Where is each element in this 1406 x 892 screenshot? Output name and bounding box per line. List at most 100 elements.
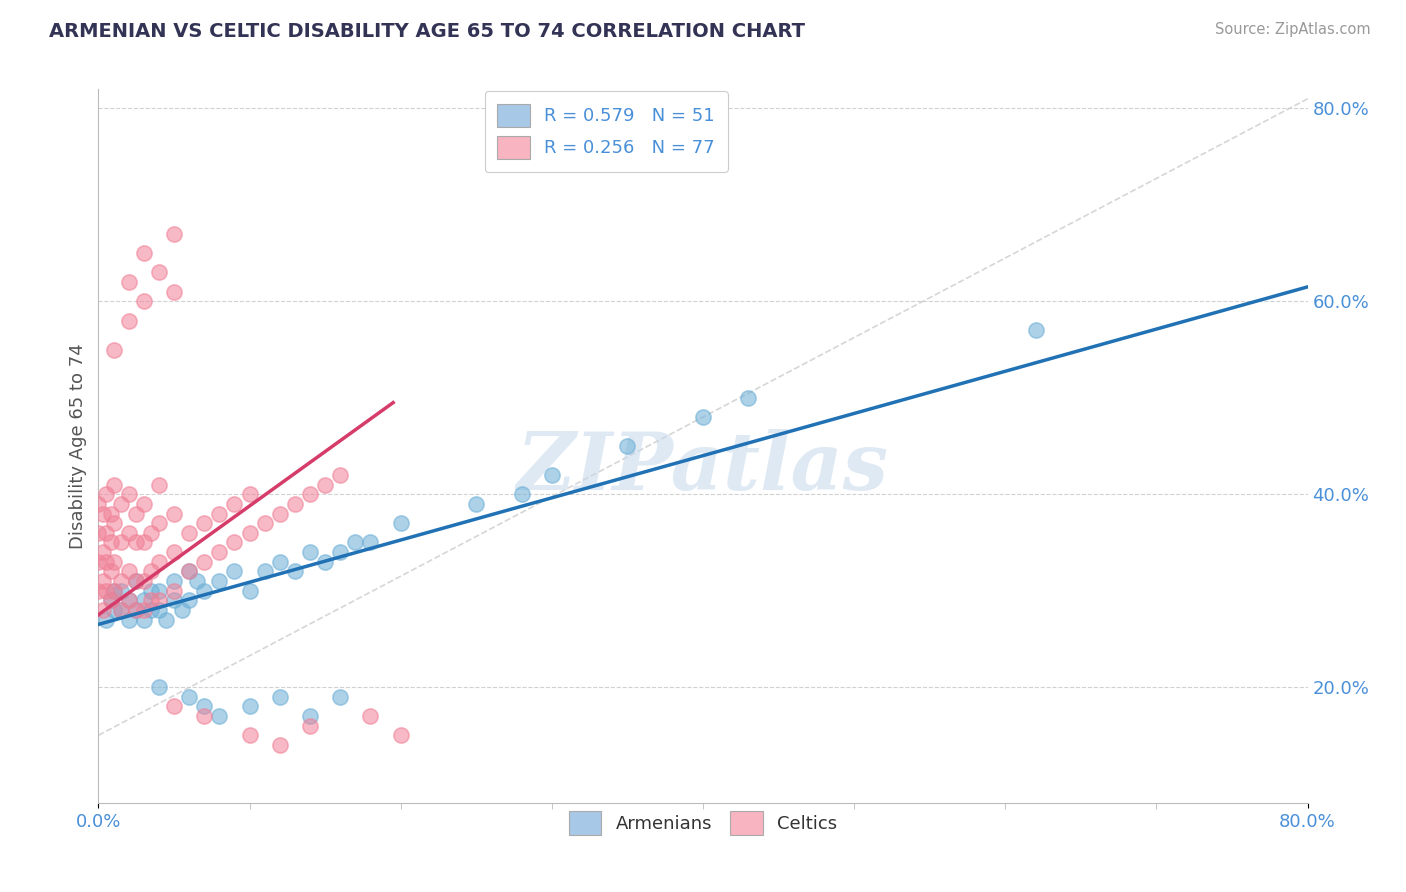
- Point: [179, 565, 201, 579]
- Point: [193, 709, 215, 723]
- Text: ARMENIAN VS CELTIC DISABILITY AGE 65 TO 74 CORRELATION CHART: ARMENIAN VS CELTIC DISABILITY AGE 65 TO …: [49, 22, 806, 41]
- Point: [692, 410, 714, 425]
- Point: [253, 516, 276, 530]
- Point: [125, 507, 148, 521]
- Point: [224, 497, 246, 511]
- Point: [179, 690, 201, 704]
- Point: [94, 525, 117, 540]
- Point: [125, 603, 148, 617]
- Point: [314, 477, 336, 491]
- Point: [179, 593, 201, 607]
- Point: [125, 574, 148, 588]
- Point: [132, 574, 155, 588]
- Point: [103, 516, 125, 530]
- Y-axis label: Disability Age 65 to 74: Disability Age 65 to 74: [69, 343, 87, 549]
- Point: [103, 583, 125, 598]
- Point: [118, 593, 141, 607]
- Point: [299, 545, 322, 559]
- Point: [148, 603, 170, 617]
- Point: [103, 343, 125, 357]
- Point: [155, 613, 177, 627]
- Point: [110, 603, 132, 617]
- Point: [110, 603, 132, 617]
- Point: [737, 391, 759, 405]
- Legend: Armenians, Celtics: Armenians, Celtics: [560, 803, 846, 844]
- Point: [110, 583, 132, 598]
- Point: [110, 535, 132, 549]
- Point: [132, 535, 155, 549]
- Point: [163, 583, 186, 598]
- Point: [193, 699, 215, 714]
- Point: [360, 535, 382, 549]
- Point: [100, 593, 122, 607]
- Point: [118, 313, 141, 327]
- Point: [118, 275, 141, 289]
- Point: [269, 507, 291, 521]
- Point: [118, 593, 141, 607]
- Point: [269, 690, 291, 704]
- Point: [148, 477, 170, 491]
- Point: [163, 227, 186, 241]
- Point: [360, 709, 382, 723]
- Point: [125, 535, 148, 549]
- Point: [103, 477, 125, 491]
- Point: [193, 583, 215, 598]
- Point: [87, 525, 110, 540]
- Point: [239, 487, 262, 501]
- Point: [148, 680, 170, 694]
- Point: [141, 603, 163, 617]
- Point: [148, 555, 170, 569]
- Point: [208, 709, 231, 723]
- Point: [118, 525, 141, 540]
- Point: [163, 507, 186, 521]
- Point: [125, 574, 148, 588]
- Point: [132, 603, 155, 617]
- Point: [193, 555, 215, 569]
- Point: [118, 565, 141, 579]
- Point: [87, 555, 110, 569]
- Point: [224, 535, 246, 549]
- Point: [110, 574, 132, 588]
- Text: Source: ZipAtlas.com: Source: ZipAtlas.com: [1215, 22, 1371, 37]
- Point: [94, 583, 117, 598]
- Point: [239, 525, 262, 540]
- Point: [269, 738, 291, 752]
- Point: [125, 603, 148, 617]
- Point: [163, 545, 186, 559]
- Point: [179, 525, 201, 540]
- Point: [284, 565, 307, 579]
- Point: [163, 574, 186, 588]
- Point: [103, 603, 125, 617]
- Point: [94, 487, 117, 501]
- Point: [163, 699, 186, 714]
- Point: [94, 555, 117, 569]
- Point: [239, 728, 262, 742]
- Point: [94, 613, 117, 627]
- Point: [163, 285, 186, 299]
- Point: [132, 246, 155, 260]
- Point: [163, 593, 186, 607]
- Point: [269, 555, 291, 569]
- Point: [314, 555, 336, 569]
- Point: [132, 593, 155, 607]
- Point: [103, 583, 125, 598]
- Point: [100, 507, 122, 521]
- Point: [329, 545, 352, 559]
- Point: [193, 516, 215, 530]
- Point: [299, 709, 322, 723]
- Point: [87, 583, 110, 598]
- Point: [389, 728, 412, 742]
- Point: [148, 265, 170, 279]
- Point: [299, 719, 322, 733]
- Point: [148, 583, 170, 598]
- Point: [616, 439, 638, 453]
- Point: [208, 545, 231, 559]
- Point: [148, 593, 170, 607]
- Point: [100, 565, 122, 579]
- Point: [179, 565, 201, 579]
- Point: [100, 535, 122, 549]
- Point: [208, 507, 231, 521]
- Point: [329, 467, 352, 482]
- Point: [91, 574, 114, 588]
- Point: [344, 535, 367, 549]
